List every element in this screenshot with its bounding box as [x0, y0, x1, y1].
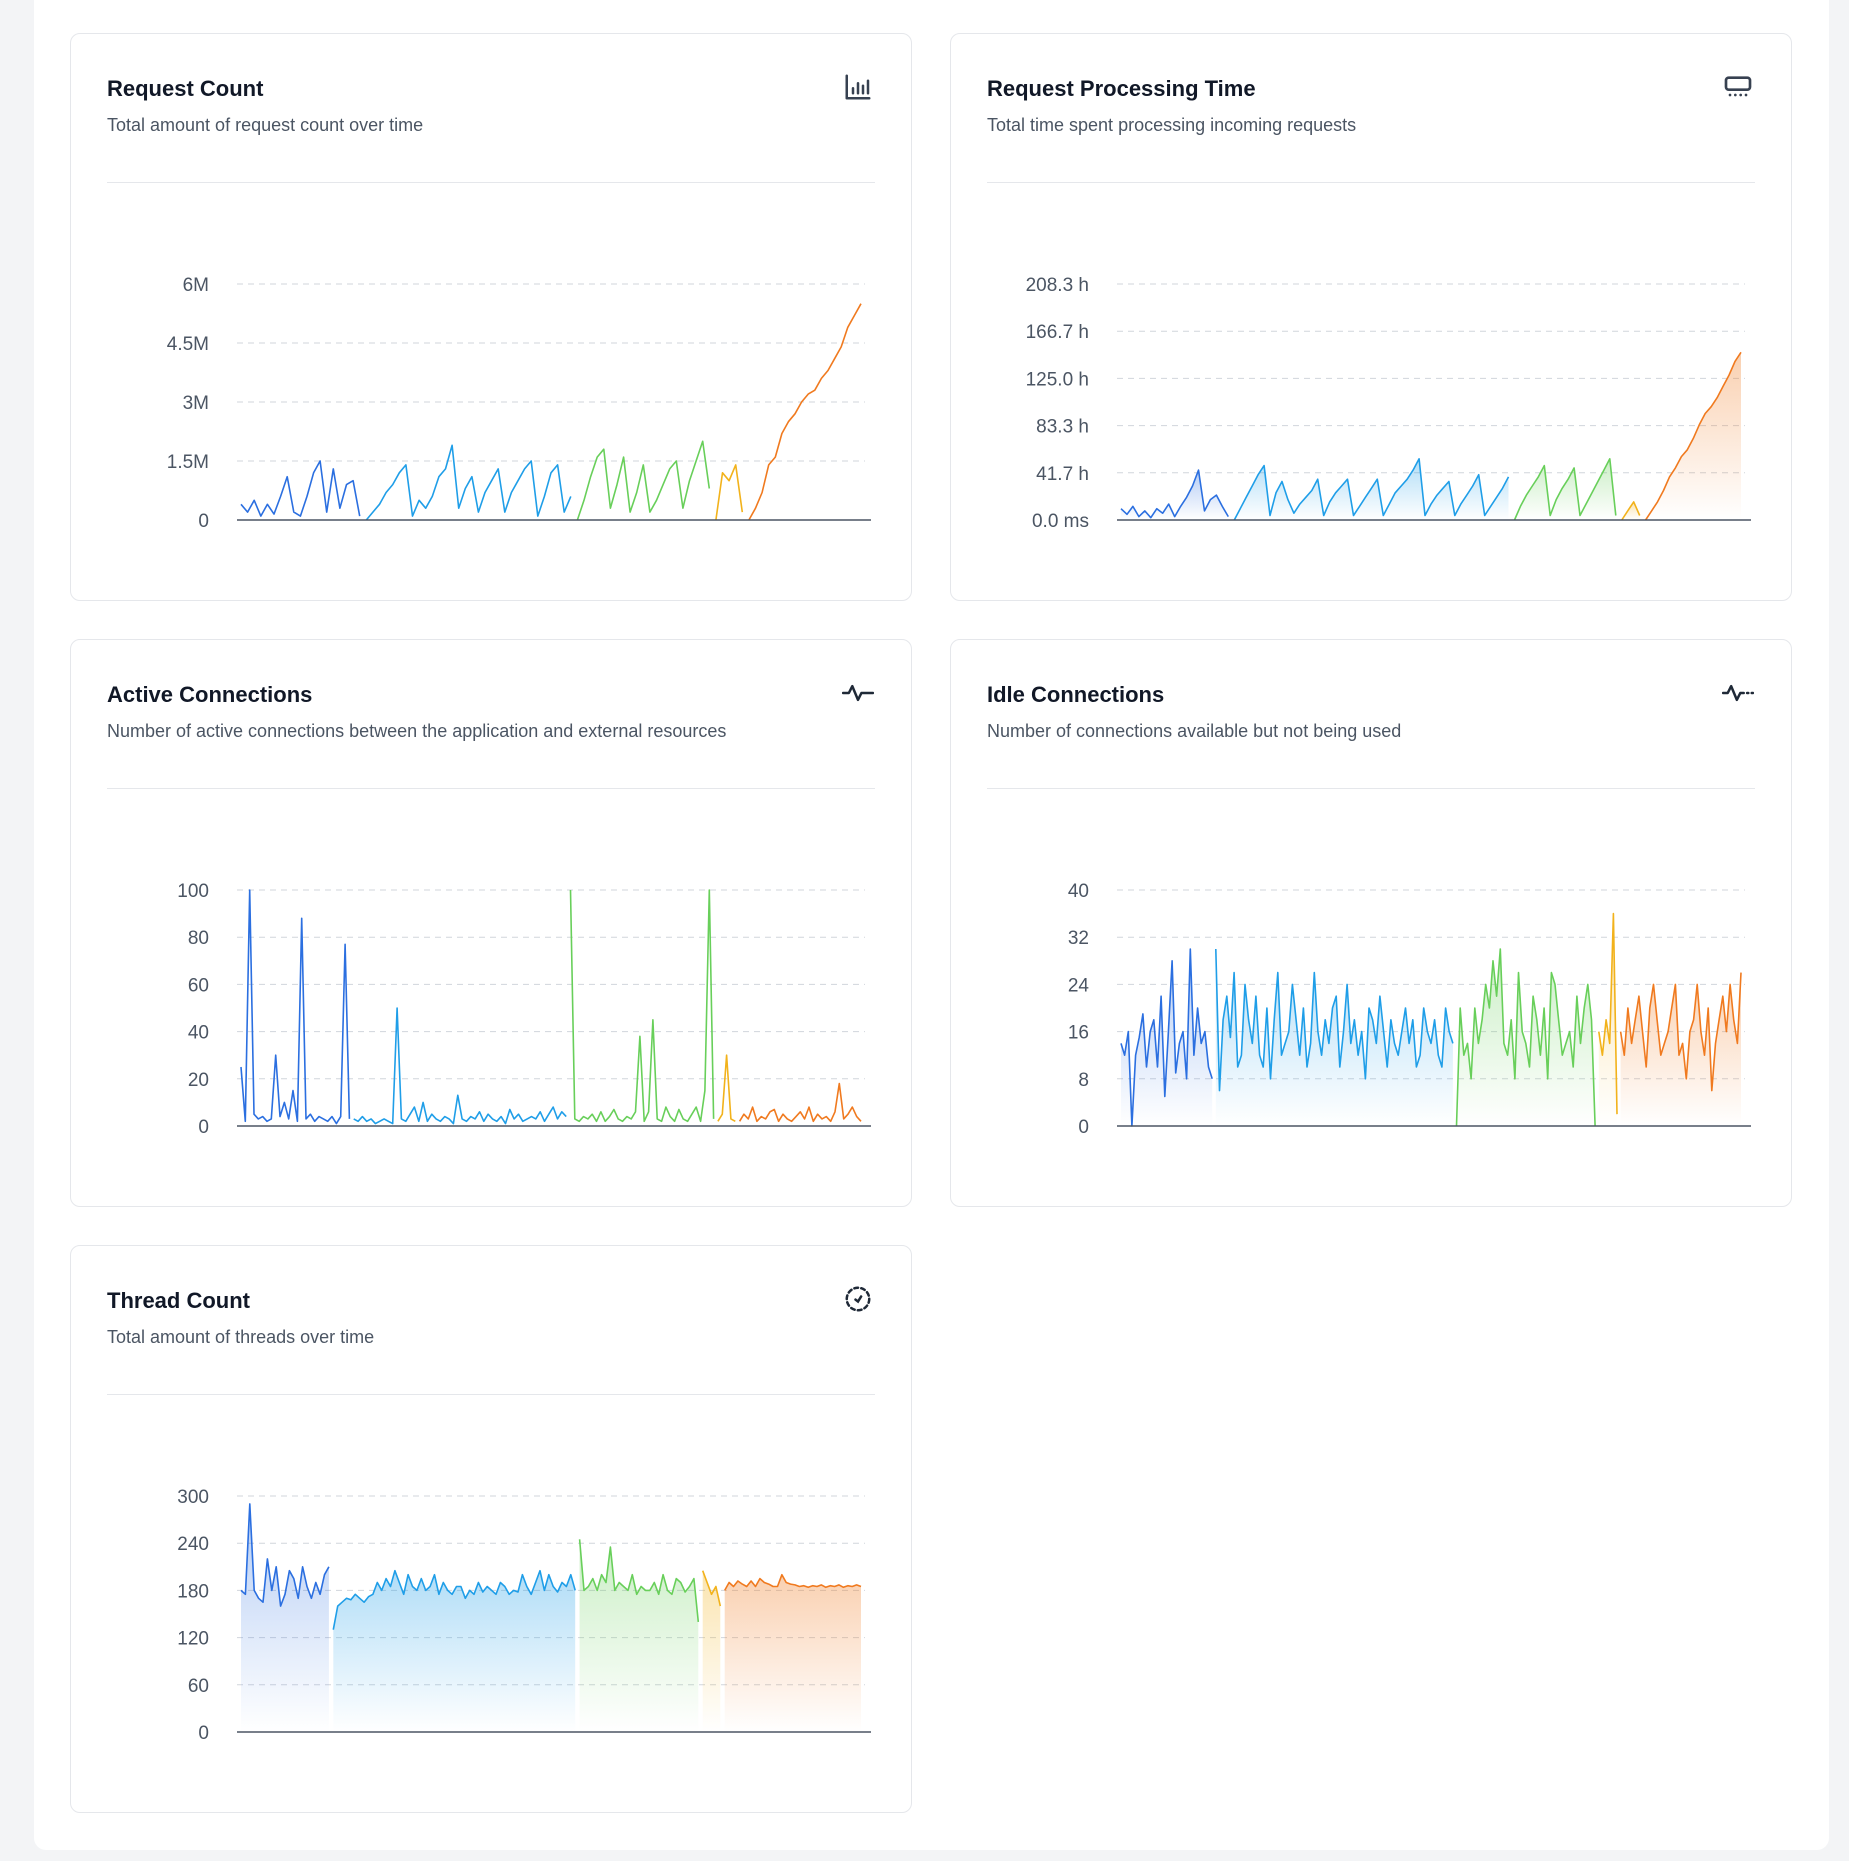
server-icon: [1721, 70, 1755, 104]
y-tick-label: 16: [1068, 1023, 1089, 1044]
chart-request-count: 0 1.5M 3M 4.5M 6M: [107, 204, 877, 544]
activity-icon: [841, 676, 875, 710]
y-tick-label: 100: [177, 881, 209, 902]
y-tick-label: 180: [177, 1581, 209, 1602]
card-divider: [107, 1394, 875, 1395]
series-line: [576, 440, 711, 521]
card-title: Request Count: [107, 76, 264, 101]
loader-circle-icon: [841, 1282, 875, 1316]
y-tick-label: 0: [1078, 1117, 1089, 1138]
card-active-connections: Active Connections Number of active conn…: [70, 639, 912, 1207]
chart-thread-count: 0 60 120 180 240 300: [107, 1416, 877, 1756]
y-tick-label: 24: [1068, 975, 1090, 996]
chart-svg: 0 60 120 180 240 300: [177, 1487, 871, 1744]
y-tick-label: 1.5M: [167, 452, 209, 473]
card-title: Thread Count: [107, 1288, 250, 1313]
y-tick-label: 300: [177, 1487, 209, 1508]
series-line: [738, 1082, 862, 1123]
chart-svg: 0 20 40 60 80 100: [177, 881, 871, 1138]
y-tick-label: 41.7 h: [1036, 464, 1089, 485]
series-line: [365, 444, 572, 521]
series-area: [1121, 949, 1213, 1126]
series-area: [702, 1570, 721, 1732]
chart-svg: 0.0 ms 41.7 h 83.3 h 125.0 h 166.7 h 208.3 h: [1026, 275, 1751, 532]
y-tick-label: 125.0 h: [1026, 369, 1089, 390]
y-tick-label: 20: [188, 1070, 209, 1091]
y-tick-label: 208.3 h: [1026, 275, 1089, 296]
card-subtitle: Total amount of request count over time: [107, 115, 424, 135]
dashboard-page: Request Count Total amount of request co…: [34, 0, 1829, 1850]
y-tick-label: 0: [198, 1723, 209, 1744]
bar-chart-icon: [841, 70, 875, 104]
chart-svg: 0 1.5M 3M 4.5M 6M: [167, 275, 871, 532]
chart-request-processing-time: 0.0 ms 41.7 h 83.3 h 125.0 h 166.7 h 208.3 h: [987, 204, 1757, 544]
series-line: [1215, 948, 1454, 1092]
series-line: [240, 460, 361, 517]
series-line: [724, 1573, 862, 1591]
card-idle-connections: Idle Connections Number of connections a…: [950, 639, 1792, 1207]
series-line: [717, 1054, 736, 1123]
chart-svg: 0 8 16 24 32 40: [1068, 881, 1751, 1138]
card-divider: [107, 182, 875, 183]
y-tick-label: 4.5M: [167, 334, 209, 355]
series-area: [1121, 470, 1229, 520]
y-tick-label: 0: [198, 1117, 209, 1138]
card-title: Active Connections: [107, 682, 313, 707]
card-divider: [987, 182, 1755, 183]
y-tick-label: 60: [188, 1676, 209, 1697]
series-area: [241, 1503, 329, 1732]
card-thread-count: Thread Count Total amount of threads ove…: [70, 1245, 912, 1813]
card-subtitle: Number of connections available but not …: [987, 721, 1402, 741]
series-line: [1621, 501, 1641, 521]
series-area: [1215, 949, 1453, 1126]
series-area: [724, 1574, 861, 1732]
series-line: [569, 889, 715, 1123]
series-line: [353, 1007, 567, 1125]
card-title: Request Processing Time: [987, 76, 1256, 101]
chart-active-connections: 0 20 40 60 80 100: [107, 810, 877, 1150]
y-tick-label: 40: [188, 1023, 209, 1044]
series-area: [579, 1539, 699, 1732]
series-line: [1120, 469, 1229, 519]
chart-idle-connections: 0 8 16 24 32 40: [987, 810, 1757, 1150]
series-area: [333, 1570, 576, 1732]
series-line: [578, 1539, 700, 1622]
card-request-processing-time: Request Processing Time Total time spent…: [950, 33, 1792, 601]
y-tick-label: 40: [1068, 881, 1089, 902]
y-tick-label: 8: [1078, 1070, 1089, 1091]
series-line: [1598, 912, 1618, 1115]
series-line: [1513, 458, 1617, 521]
y-tick-label: 120: [177, 1629, 209, 1650]
y-tick-label: 60: [188, 975, 209, 996]
series-line: [1619, 972, 1742, 1092]
y-tick-label: 6M: [183, 275, 209, 296]
card-subtitle: Number of active connections between the…: [107, 721, 727, 741]
y-tick-label: 0.0 ms: [1032, 511, 1089, 532]
card-subtitle: Total amount of threads over time: [107, 1327, 375, 1347]
y-tick-label: 0: [198, 511, 209, 532]
series-line: [1644, 351, 1742, 521]
series-area: [1645, 352, 1741, 520]
y-tick-label: 3M: [183, 393, 209, 414]
series-line: [332, 1569, 576, 1630]
series-line: [1233, 458, 1510, 521]
series-line: [240, 1503, 330, 1607]
series-line: [1455, 948, 1596, 1127]
series-line: [1120, 948, 1213, 1127]
card-title: Idle Connections: [987, 682, 1165, 707]
card-divider: [987, 788, 1755, 789]
activity-dotted-icon: [1721, 676, 1755, 710]
y-tick-label: 83.3 h: [1036, 417, 1089, 438]
card-subtitle: Total time spent processing incoming req…: [987, 115, 1357, 135]
y-tick-label: 80: [188, 928, 209, 949]
y-tick-label: 166.7 h: [1026, 322, 1089, 343]
y-tick-label: 240: [177, 1534, 209, 1555]
series-line: [715, 464, 744, 521]
y-tick-label: 32: [1068, 928, 1089, 949]
card-divider: [107, 788, 875, 789]
series-line: [240, 889, 351, 1125]
series-line: [748, 303, 862, 521]
series-line: [701, 1570, 722, 1607]
card-request-count: Request Count Total amount of request co…: [70, 33, 912, 601]
